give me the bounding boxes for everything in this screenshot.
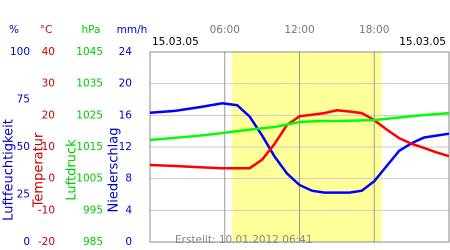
y-tick-label: 24 xyxy=(119,46,133,58)
y-tick-label: 16 xyxy=(119,109,133,121)
y-tick-label: 40 xyxy=(42,46,55,58)
data-line xyxy=(149,111,450,142)
y-tick-label: 12 xyxy=(119,141,132,153)
axis-title: Niederschlag xyxy=(107,128,122,213)
x-tick-label: 12:00 xyxy=(284,24,314,36)
x-tick-label: 18:00 xyxy=(359,24,389,36)
y-tick-label: -10 xyxy=(38,204,55,216)
plot-border xyxy=(149,51,450,243)
y-tick-label: -20 xyxy=(38,236,55,248)
y-tick-label: 4 xyxy=(125,204,132,216)
y-tick-label: 0 xyxy=(23,236,30,248)
axis-title: Luftfeuchtigkeit xyxy=(2,119,17,221)
y-tick-label: 10 xyxy=(42,141,55,153)
footer: Erstellt: 10.01.2012 06:41 xyxy=(175,234,313,246)
y-tick-label: 0 xyxy=(125,236,132,248)
y-tick-label: 25 xyxy=(17,189,30,201)
y-tick-label: 100 xyxy=(10,46,30,58)
x-tick-label: 06:00 xyxy=(210,24,240,36)
axis-title: Temperatur xyxy=(32,132,47,208)
y-tick-label: 30 xyxy=(42,78,55,90)
y-tick-label: 20 xyxy=(42,109,55,121)
y-tick-label: 1005 xyxy=(76,173,103,185)
y-tick-label: 0 xyxy=(48,173,55,185)
y-tick-label: 50 xyxy=(17,141,30,153)
axis-unit: hPa xyxy=(82,24,101,36)
y-tick-label: 985 xyxy=(83,236,103,248)
axis-title: Luftdruck xyxy=(65,139,80,201)
y-tick-label: 1025 xyxy=(76,109,103,121)
data-line xyxy=(149,102,450,194)
y-tick-label: 75 xyxy=(17,94,30,106)
y-tick-label: 8 xyxy=(125,173,132,185)
axis-unit: °C xyxy=(40,24,53,36)
y-tick-label: 1035 xyxy=(76,78,103,90)
y-tick-label: 1045 xyxy=(76,46,103,58)
date-right: 15.03.05 xyxy=(399,36,446,48)
date-left: 15.03.05 xyxy=(152,36,199,48)
axis-unit: % xyxy=(9,24,19,36)
y-tick-label: 1015 xyxy=(76,141,103,153)
y-tick-label: 995 xyxy=(83,204,103,216)
data-line xyxy=(149,109,450,170)
axis-unit: mm/h xyxy=(117,24,148,36)
y-tick-label: 20 xyxy=(119,78,132,90)
